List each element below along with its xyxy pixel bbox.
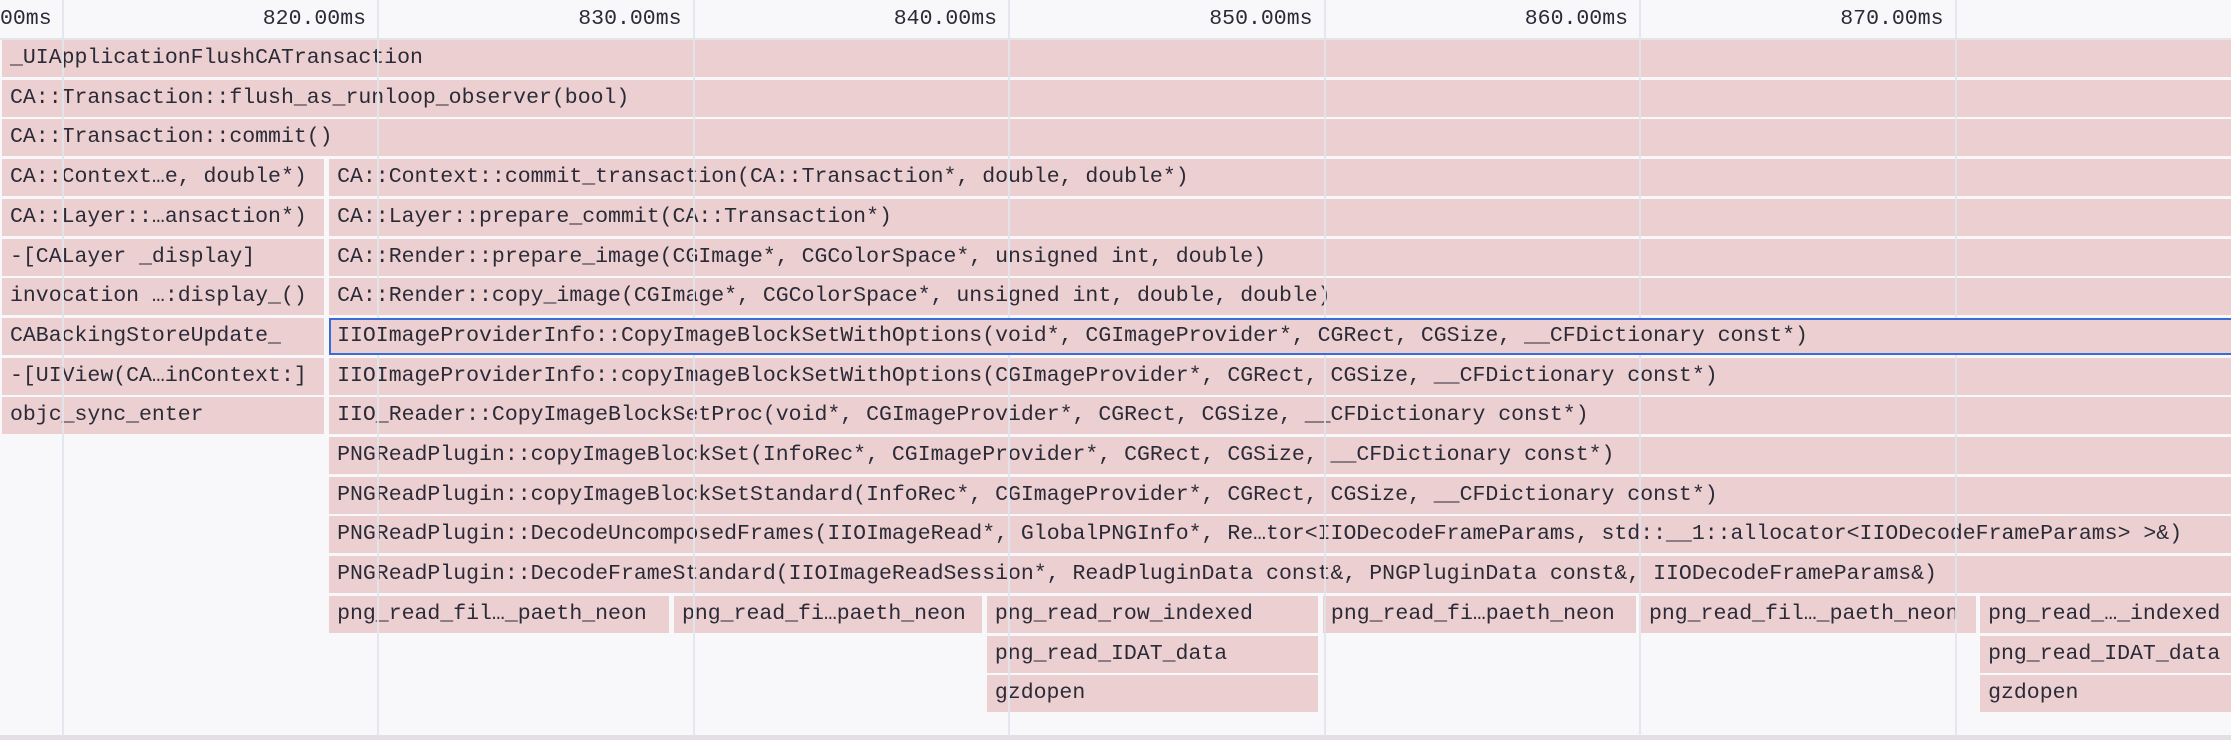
flame-frame[interactable]: CA::Transaction::flush_as_runloop_observ… bbox=[2, 79, 2231, 117]
time-tick-label: 870.00ms bbox=[1840, 7, 1944, 31]
flame-frame[interactable]: CABackingStoreUpdate_ bbox=[2, 317, 325, 355]
flame-frame[interactable]: _UIApplicationFlushCATransaction bbox=[2, 40, 2231, 77]
flame-frame[interactable]: png_read_fi…paeth_neon bbox=[673, 595, 982, 633]
flame-frame[interactable]: -[UIView(CA…inContext:] bbox=[2, 357, 325, 395]
flame-frame[interactable]: CA::Layer::…ansaction*) bbox=[2, 198, 325, 236]
flame-chart: _UIApplicationFlushCATransaction CA::Tran… bbox=[0, 40, 2231, 736]
flame-frame[interactable]: objc_sync_enter bbox=[2, 397, 325, 435]
time-tick-label: 830.00ms bbox=[578, 7, 682, 31]
time-tick-label: 820.00ms bbox=[262, 7, 366, 31]
flame-frame[interactable]: PNGReadPlugin::copyImageBlockSetStandard… bbox=[329, 476, 2231, 514]
flame-frame[interactable]: png_read_fil…_paeth_neon bbox=[1640, 595, 1976, 633]
flame-frame[interactable]: PNGReadPlugin::copyImageBlockSet(InfoRec… bbox=[329, 437, 2231, 474]
flame-frame[interactable]: IIOImageProviderInfo::copyImageBlockSetW… bbox=[329, 357, 2231, 395]
bottom-border bbox=[0, 735, 2231, 740]
time-ruler[interactable]: 00ms 820.00ms 830.00ms 840.00ms 850.00ms 860.… bbox=[0, 0, 2231, 40]
flame-frame-selected[interactable]: IIOImageProviderInfo::CopyImageBlockSetW… bbox=[329, 317, 2231, 355]
flame-frame[interactable]: png_read_fil…_paeth_neon bbox=[329, 595, 670, 633]
flame-frame[interactable]: IIO_Reader::CopyImageBlockSetProc(void*,… bbox=[329, 397, 2231, 435]
flame-frame[interactable]: gzdopen bbox=[986, 675, 1318, 713]
time-tick-label: 860.00ms bbox=[1524, 7, 1628, 31]
time-tick-label: 850.00ms bbox=[1209, 7, 1313, 31]
flame-frame[interactable]: PNGReadPlugin::DecodeUncomposedFrames(II… bbox=[329, 516, 2231, 554]
flame-frame[interactable]: CA::Context…e, double*) bbox=[2, 159, 325, 197]
flame-frame[interactable]: CA::Render::copy_image(CGImage*, CGColor… bbox=[329, 278, 2231, 316]
flame-frame[interactable]: CA::Transaction::commit() bbox=[2, 119, 2231, 157]
flame-frame[interactable]: png_read_fi…paeth_neon bbox=[1322, 595, 1636, 633]
flame-frame[interactable]: CA::Render::prepare_image(CGImage*, CGCo… bbox=[329, 238, 2231, 276]
flame-frame[interactable]: PNGReadPlugin::DecodeFrameStandard(IIOIm… bbox=[329, 556, 2231, 594]
time-tick-label: 840.00ms bbox=[893, 7, 997, 31]
flame-frame[interactable]: -[CALayer _display] bbox=[2, 238, 325, 276]
flame-frame[interactable]: png_read_IDAT_data bbox=[986, 635, 1318, 673]
flame-frame[interactable]: png_read_IDAT_data bbox=[1980, 635, 2231, 673]
flame-frame[interactable]: png_read_row_indexed bbox=[986, 595, 1318, 633]
flame-frame[interactable]: png_read_…_indexed bbox=[1980, 595, 2231, 633]
time-tick-label: 00ms bbox=[0, 7, 52, 31]
flame-frame[interactable]: invocation …:display_() bbox=[2, 278, 325, 316]
flame-frame[interactable]: CA::Context::commit_transaction(CA::Tran… bbox=[329, 159, 2231, 197]
flame-frame[interactable]: gzdopen bbox=[1980, 675, 2231, 713]
flame-frame[interactable]: CA::Layer::prepare_commit(CA::Transactio… bbox=[329, 198, 2231, 236]
